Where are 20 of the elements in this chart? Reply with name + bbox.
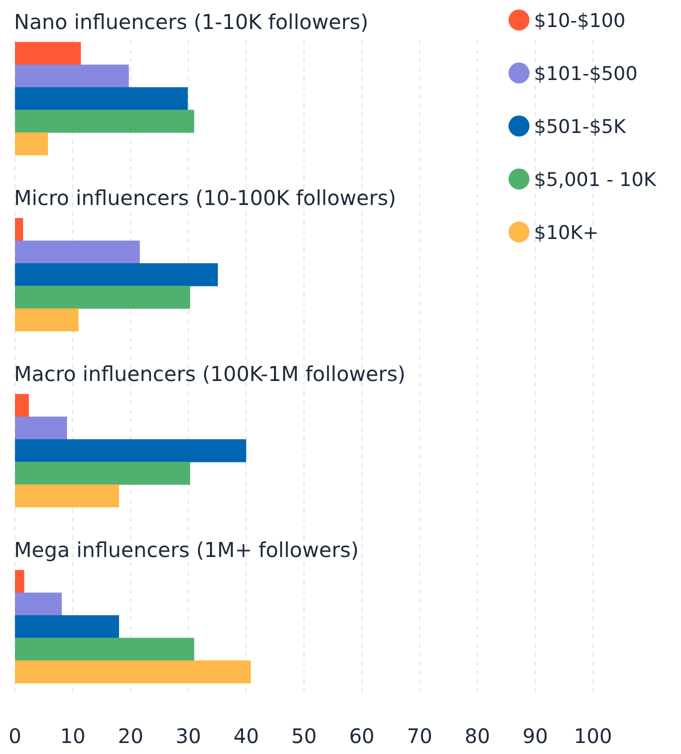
y-tick-label: Micro influencers (10-100K followers): [14, 186, 396, 210]
x-tick-label: 10: [60, 724, 86, 748]
legend-label: $101-$500: [534, 63, 638, 85]
x-tick-label: 0: [8, 724, 22, 748]
y-tick-label: Nano influencers (1-10K followers): [14, 10, 368, 34]
legend-label: $10K+: [534, 222, 599, 244]
x-tick-label: 100: [574, 724, 612, 748]
legend-label: $501-$5K: [534, 116, 626, 138]
y-tick-label: Mega influencers (1M+ followers): [14, 538, 359, 562]
x-tick-label: 20: [118, 724, 144, 748]
legend-label: $10-$100: [534, 10, 626, 32]
legend-label: $5,001 - 10K: [534, 169, 657, 191]
x-tick-label: 90: [522, 724, 548, 748]
y-tick-label: Macro influencers (100K-1M followers): [14, 362, 406, 386]
x-tick-label: 70: [406, 724, 432, 748]
x-tick-label: 80: [464, 724, 490, 748]
x-tick-label: 40: [233, 724, 259, 748]
x-tick-label: 60: [349, 724, 375, 748]
x-tick-label: 50: [291, 724, 317, 748]
x-tick-label: 30: [176, 724, 202, 748]
